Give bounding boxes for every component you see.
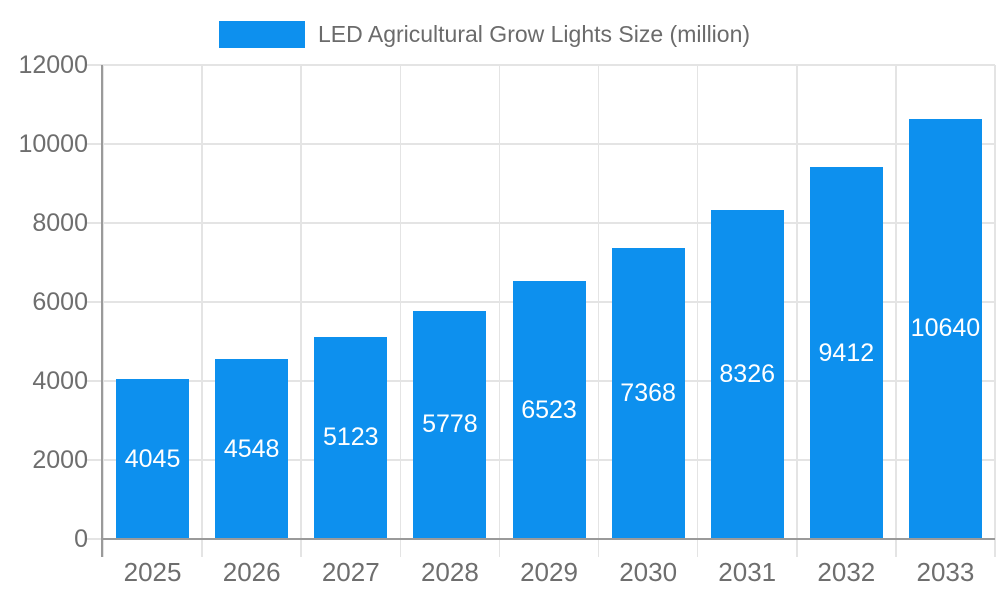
x-axis-line	[101, 538, 995, 540]
gridline-vertical	[696, 65, 699, 557]
gridline-vertical	[994, 65, 996, 557]
gridline-vertical	[300, 65, 302, 557]
bar-value-label: 4045	[124, 444, 181, 473]
bar-value-label: 7368	[620, 378, 676, 407]
x-tick-label: 2031	[718, 557, 777, 587]
y-tick-label: 2000	[32, 446, 88, 474]
bar-value-label: 9412	[818, 338, 875, 367]
gridline-vertical	[102, 65, 104, 557]
y-tick-label: 4000	[32, 367, 88, 395]
x-tick-label: 2033	[916, 557, 975, 587]
legend-swatch	[219, 21, 305, 48]
y-tick-label: 8000	[32, 209, 88, 237]
x-tick-label: 2026	[222, 557, 281, 587]
bar-value-label: 5123	[322, 423, 379, 452]
gridline-horizontal	[87, 222, 995, 224]
gridline-vertical	[895, 65, 897, 557]
gridline-horizontal	[87, 64, 995, 66]
y-tick-label: 0	[74, 525, 88, 553]
x-tick-label: 2028	[420, 557, 479, 587]
y-tick-label: 12000	[18, 51, 88, 79]
bar	[314, 336, 388, 539]
gridline-vertical	[796, 65, 798, 557]
bar	[908, 118, 982, 539]
y-tick-label: 10000	[18, 130, 88, 158]
x-tick-label: 2027	[321, 557, 380, 587]
bar	[611, 247, 685, 539]
bar-value-label: 10640	[910, 314, 981, 343]
bar	[413, 310, 487, 539]
bar-value-label: 5778	[422, 410, 478, 439]
y-axis-line	[101, 65, 103, 557]
bar-value-label: 4548	[223, 434, 280, 463]
gridline-vertical	[597, 65, 600, 557]
gridline-vertical	[201, 65, 203, 557]
bar-value-label: 8326	[719, 360, 776, 389]
bar	[116, 379, 190, 539]
x-tick-label: 2029	[520, 557, 578, 587]
legend: LED Agricultural Grow Lights Size (milli…	[219, 21, 750, 48]
bar	[809, 167, 883, 539]
legend-label: LED Agricultural Grow Lights Size (milli…	[318, 21, 751, 47]
y-tick-label: 6000	[32, 288, 88, 316]
bar-value-label: 6523	[521, 395, 577, 424]
gridline-horizontal	[87, 143, 995, 145]
x-tick-label: 2025	[123, 557, 182, 587]
gridline-vertical	[498, 65, 501, 557]
bar	[710, 210, 784, 539]
x-tick-label: 2030	[619, 557, 678, 587]
gridline-vertical	[399, 65, 402, 557]
bar	[215, 359, 289, 539]
x-tick-label: 2032	[817, 557, 876, 587]
bar	[512, 281, 586, 539]
